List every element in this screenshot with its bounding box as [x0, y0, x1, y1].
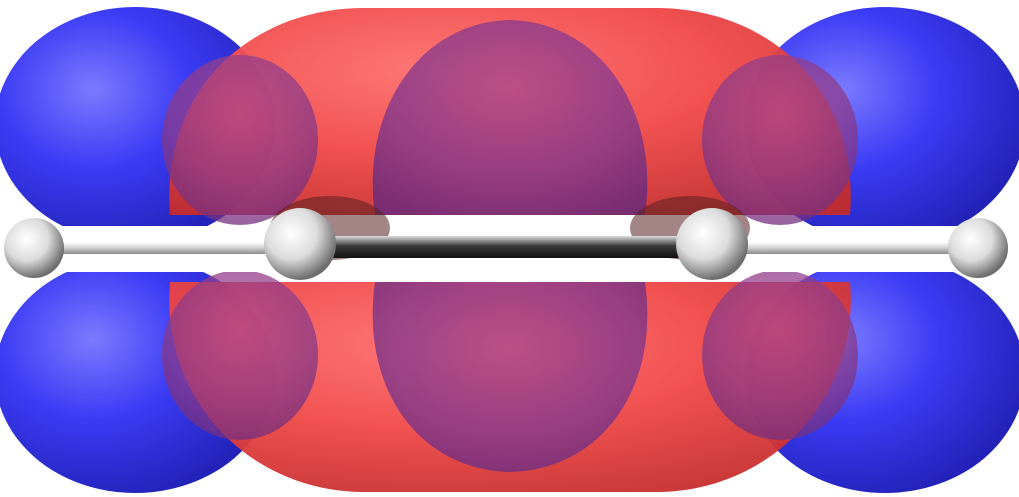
carbon-ring-edge	[300, 236, 720, 258]
overlap-top-right	[702, 55, 858, 225]
hydrogen-atom-far-left	[4, 218, 64, 278]
overlap-bottom-right	[702, 270, 858, 440]
molecule-skeleton	[35, 236, 985, 258]
bond-right	[705, 242, 985, 254]
overlap-bottom-center	[372, 282, 648, 472]
overlap-top-left	[162, 55, 318, 225]
overlap-bottom-left	[162, 270, 318, 440]
hydrogen-atom-far-right	[948, 218, 1008, 278]
bond-left	[35, 242, 315, 254]
hydrogen-atom-left	[264, 208, 336, 280]
overlap-top-center	[372, 20, 648, 215]
hydrogen-atom-right	[676, 208, 748, 280]
